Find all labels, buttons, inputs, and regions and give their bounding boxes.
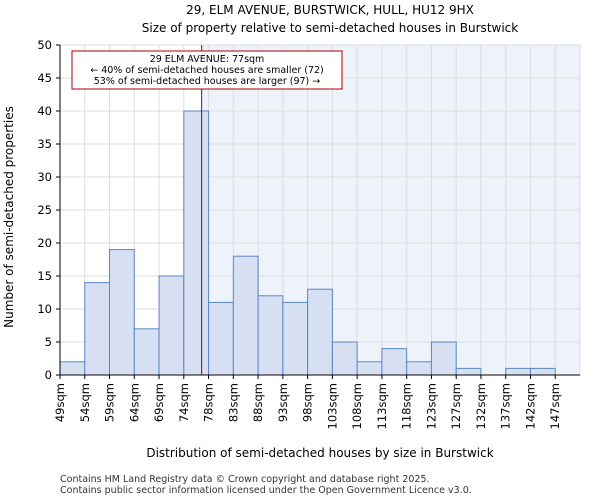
annotation-line: 29 ELM AVENUE: 77sqm [150, 54, 265, 65]
bar [505, 367, 531, 376]
y-tick-label: 45 [37, 71, 52, 85]
footer-copyright: Contains HM Land Registry data © Crown c… [60, 474, 430, 485]
bar [109, 249, 135, 376]
bar [430, 341, 457, 376]
chart-title: 29, ELM AVENUE, BURSTWICK, HULL, HU12 9H… [186, 3, 474, 17]
x-tick-label: 49sqm [53, 383, 67, 422]
bar [208, 301, 234, 376]
x-tick-label: 98sqm [301, 383, 315, 422]
x-tick-label: 83sqm [226, 383, 240, 422]
y-tick-label: 5 [45, 335, 52, 349]
annotation-box [71, 50, 343, 90]
y-tick-label: 10 [37, 302, 52, 316]
footer-licence: Contains public sector information licen… [60, 485, 472, 496]
bar [455, 367, 482, 376]
bar [133, 328, 160, 376]
bar [356, 361, 383, 376]
bar [331, 341, 358, 376]
y-tick-label: 50 [37, 38, 52, 52]
plot-area: 0 5 10 15 20 25 30 35 40 45 50 49sqm 54sqm 59sqm 64sqm… [37, 38, 581, 429]
y-tick-label: 30 [37, 170, 52, 184]
bar [282, 301, 309, 376]
x-tick-label: 137sqm [499, 383, 513, 429]
y-tick-label: 0 [45, 368, 52, 382]
x-axis-label: Distribution of semi-detached houses by … [146, 446, 493, 460]
x-tick-label: 108sqm [350, 383, 364, 429]
y-tick-label: 35 [37, 137, 52, 151]
bar [381, 348, 408, 376]
bar [232, 255, 259, 376]
bar [84, 282, 111, 376]
y-tick-label: 15 [37, 269, 52, 283]
bar [158, 275, 185, 376]
x-tick-label: 132sqm [474, 383, 488, 429]
x-tick-label: 123sqm [424, 383, 438, 429]
bar [183, 110, 210, 376]
x-tick-label: 118sqm [400, 383, 414, 429]
bar [529, 367, 556, 376]
bar [257, 295, 284, 376]
x-tick-label: 74sqm [177, 383, 191, 422]
y-tick-label: 20 [37, 236, 52, 250]
x-tick-label: 142sqm [523, 383, 537, 429]
x-tick-label: 54sqm [78, 383, 92, 422]
bar [59, 361, 86, 376]
bar [307, 288, 333, 376]
x-tick-label: 64sqm [127, 383, 141, 422]
x-tick-label: 78sqm [202, 383, 216, 422]
y-tick-label: 25 [37, 203, 52, 217]
y-tick-label: 40 [37, 104, 52, 118]
chart-subtitle: Size of property relative to semi-detach… [142, 21, 518, 35]
bar [406, 361, 432, 376]
x-tick-label: 113sqm [375, 383, 389, 429]
x-tick-label: 59sqm [103, 383, 117, 422]
annotation-line: 53% of semi-detached houses are larger (… [94, 76, 321, 87]
x-tick-label: 88sqm [251, 383, 265, 422]
x-tick-label: 127sqm [449, 383, 463, 429]
x-tick-label: 69sqm [152, 383, 166, 422]
y-axis-label: Number of semi-detached properties [2, 106, 16, 328]
x-tick-label: 147sqm [548, 383, 562, 429]
annotation-line: ← 40% of semi-detached houses are smalle… [90, 65, 324, 76]
x-tick-label: 103sqm [325, 383, 339, 429]
x-tick-label: 93sqm [276, 383, 290, 422]
